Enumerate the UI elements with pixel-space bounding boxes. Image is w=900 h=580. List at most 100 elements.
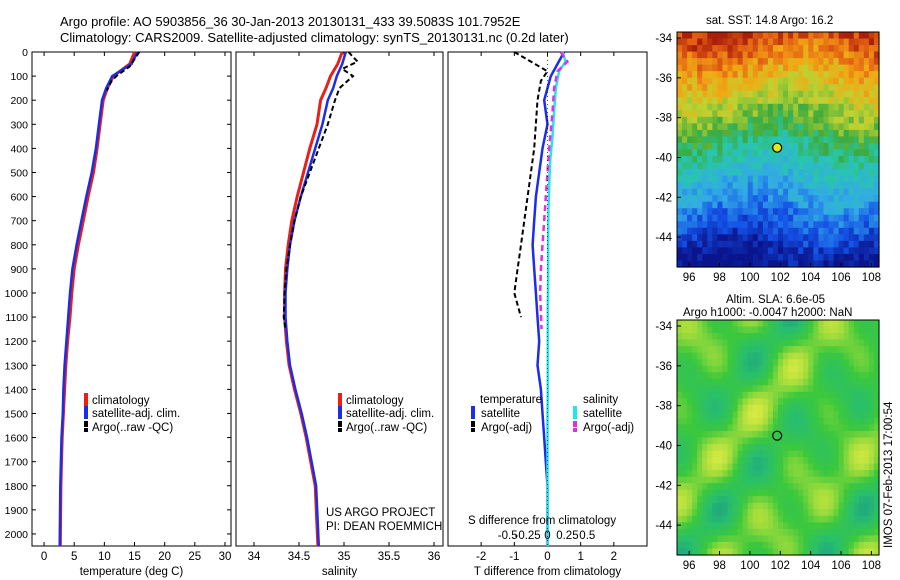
map-cell bbox=[803, 320, 809, 328]
map-cell bbox=[838, 188, 845, 196]
map-cell bbox=[863, 240, 870, 249]
map-cell bbox=[702, 247, 708, 255]
map-cell bbox=[783, 175, 789, 183]
map-cell bbox=[873, 489, 880, 497]
map-cell bbox=[813, 535, 819, 543]
map-cell bbox=[762, 346, 769, 354]
map-cell bbox=[692, 90, 698, 98]
map-cell bbox=[762, 234, 769, 242]
legend-swatch-satellite bbox=[84, 406, 88, 419]
map-cell bbox=[873, 227, 880, 235]
map-cell bbox=[848, 103, 855, 111]
map-cell bbox=[707, 129, 713, 138]
map-cell bbox=[788, 424, 794, 432]
map-cell bbox=[712, 391, 718, 399]
map-cell bbox=[767, 175, 774, 183]
map-cell bbox=[717, 136, 724, 144]
map-cell bbox=[762, 175, 769, 183]
map-cell bbox=[873, 45, 880, 53]
map-cell bbox=[712, 450, 718, 458]
map-cell bbox=[868, 463, 875, 471]
y-tick-label: 1300 bbox=[5, 360, 29, 372]
map-cell bbox=[697, 45, 703, 53]
map-cell bbox=[767, 90, 774, 98]
map-cell bbox=[697, 430, 703, 439]
map-cell bbox=[677, 156, 683, 164]
map-cell bbox=[828, 253, 835, 262]
map-cell bbox=[783, 515, 789, 523]
map-cell bbox=[717, 208, 724, 216]
map-cell bbox=[813, 51, 819, 59]
map-cell bbox=[788, 188, 794, 196]
map-cell bbox=[687, 496, 693, 504]
map-cell bbox=[828, 352, 835, 360]
map-cell bbox=[783, 450, 789, 458]
map-cell bbox=[757, 326, 764, 334]
map-cell bbox=[707, 372, 713, 380]
map-cell bbox=[793, 417, 799, 426]
map-cell bbox=[808, 195, 814, 203]
map-cell bbox=[722, 129, 729, 138]
map-cell bbox=[697, 136, 703, 144]
map-cell bbox=[692, 247, 698, 255]
map-cell bbox=[717, 470, 724, 478]
map-cell bbox=[843, 463, 850, 471]
map-cell bbox=[737, 398, 744, 406]
map-cell bbox=[828, 548, 835, 556]
map-cell bbox=[707, 208, 713, 216]
map-cell bbox=[838, 195, 845, 203]
map-cell bbox=[742, 110, 749, 118]
map-cell bbox=[692, 470, 698, 478]
map-cell bbox=[868, 378, 875, 386]
map-cell bbox=[858, 326, 865, 334]
map-cell bbox=[772, 509, 779, 517]
map-cell bbox=[858, 32, 865, 40]
map-cell bbox=[722, 136, 729, 144]
map-cell bbox=[808, 398, 814, 406]
map-cell bbox=[793, 221, 799, 229]
map-cell bbox=[818, 541, 825, 550]
map-cell bbox=[833, 51, 840, 59]
map-cell bbox=[687, 444, 693, 452]
map-cell bbox=[742, 365, 749, 373]
map-cell bbox=[863, 77, 870, 85]
map-cell bbox=[833, 260, 840, 268]
map-cell bbox=[843, 253, 850, 262]
map-cell bbox=[778, 352, 784, 360]
map-cell bbox=[707, 515, 713, 523]
map-cell bbox=[783, 417, 789, 426]
map-cell bbox=[712, 136, 718, 144]
map-cell bbox=[732, 450, 739, 458]
map-cell bbox=[848, 548, 855, 556]
map-cell bbox=[848, 483, 855, 491]
map-cell bbox=[863, 496, 870, 504]
map-cell bbox=[868, 509, 875, 517]
map-cell bbox=[752, 320, 759, 328]
map-cell bbox=[873, 385, 880, 393]
map-cell bbox=[757, 476, 764, 484]
map-cell bbox=[818, 372, 825, 380]
map-cell bbox=[697, 162, 703, 170]
map-cell bbox=[833, 444, 840, 452]
map-cell bbox=[803, 169, 809, 177]
map-cell bbox=[868, 253, 875, 262]
map-cell bbox=[803, 333, 809, 341]
map-cell bbox=[863, 162, 870, 170]
map-cell bbox=[727, 372, 734, 380]
map-cell bbox=[863, 339, 870, 347]
map-cell bbox=[747, 326, 754, 334]
map-cell bbox=[793, 103, 799, 111]
map-cell bbox=[793, 502, 799, 510]
map-cell bbox=[858, 97, 865, 105]
map-cell bbox=[717, 188, 724, 196]
map-cell bbox=[732, 502, 739, 510]
map-cell bbox=[783, 346, 789, 354]
map-cell bbox=[682, 149, 688, 157]
map-cell bbox=[722, 352, 729, 360]
map-cell bbox=[808, 253, 814, 262]
map-cell bbox=[858, 116, 865, 124]
map-cell bbox=[833, 32, 840, 40]
map-cell bbox=[742, 378, 749, 386]
map-cell bbox=[772, 463, 779, 471]
map-cell bbox=[712, 515, 718, 523]
